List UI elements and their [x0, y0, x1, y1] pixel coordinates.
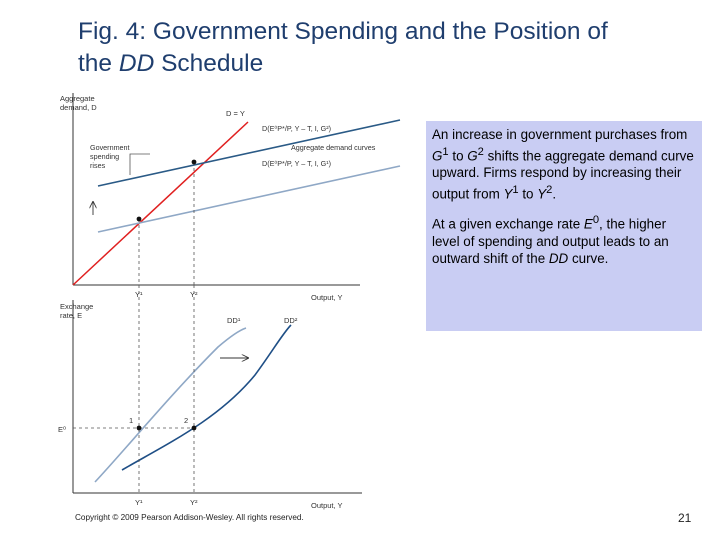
dd1-label: DD¹: [227, 316, 241, 325]
title-prefix: the: [78, 50, 119, 77]
ad-curve-g2: [97, 119, 401, 187]
gov-annotation-line2: spending: [90, 152, 119, 161]
top-x-axis-label: Output, Y: [311, 293, 343, 302]
top-y-axis-label-line1: Aggregate: [60, 94, 95, 103]
top-tick-y2: Y²: [190, 290, 198, 299]
title-suffix: Schedule: [154, 50, 264, 77]
dd1-curve: [94, 327, 247, 483]
bottom-y-axis-label-line1: Exchange: [60, 302, 93, 311]
title-line-1: Fig. 4: Government Spending and the Posi…: [78, 18, 608, 45]
dd2-curve: [121, 324, 292, 471]
dd2-label: DD²: [284, 316, 298, 325]
explanation-paragraph-1: An increase in government purchases from…: [432, 127, 694, 202]
ad-curves-caption: Aggregate demand curves: [291, 143, 376, 152]
equilibrium-point-1-top: [136, 216, 142, 222]
ad-g2-label: D(E⁰P*/P, Y – T, I, G²): [262, 124, 331, 133]
ad-curve-g1: [97, 165, 401, 233]
point-1-label: 1: [129, 416, 133, 425]
gov-annotation-line3: rises: [90, 161, 106, 170]
gov-annotation-line1: Government: [90, 143, 130, 152]
bottom-tick-y1: Y¹: [135, 498, 143, 507]
line-45-degree: [72, 121, 249, 286]
point-2: [191, 425, 197, 431]
copyright-notice: Copyright © 2009 Pearson Addison-Wesley.…: [75, 513, 304, 522]
top-y-axis-label-line2: demand, D: [60, 103, 97, 112]
equilibrium-point-2-top: [191, 159, 197, 165]
gov-annotation-bracket: [129, 153, 150, 175]
title-italic: DD: [118, 50, 155, 77]
ad-g1-label: D(E⁰P*/P, Y – T, I, G¹): [262, 159, 331, 168]
slide-title: Fig. 4: Government Spending and the Posi…: [78, 16, 708, 80]
page-number: 21: [678, 511, 692, 525]
bottom-tick-y2: Y²: [190, 498, 198, 507]
point-2-label: 2: [184, 416, 188, 425]
explanation-paragraph-2: At a given exchange rate E0, the higher …: [432, 213, 669, 267]
point-1: [136, 425, 142, 431]
bottom-y-axis-label-line2: rate, E: [60, 311, 82, 320]
title-line-2: the DD Schedule: [78, 48, 708, 80]
explanation-box: An increase in government purchases from…: [426, 121, 702, 331]
e0-label: E⁰: [58, 425, 66, 434]
top-tick-y1: Y¹: [135, 290, 143, 299]
line-45-label: D = Y: [226, 109, 245, 118]
bottom-x-axis-label: Output, Y: [311, 501, 343, 510]
